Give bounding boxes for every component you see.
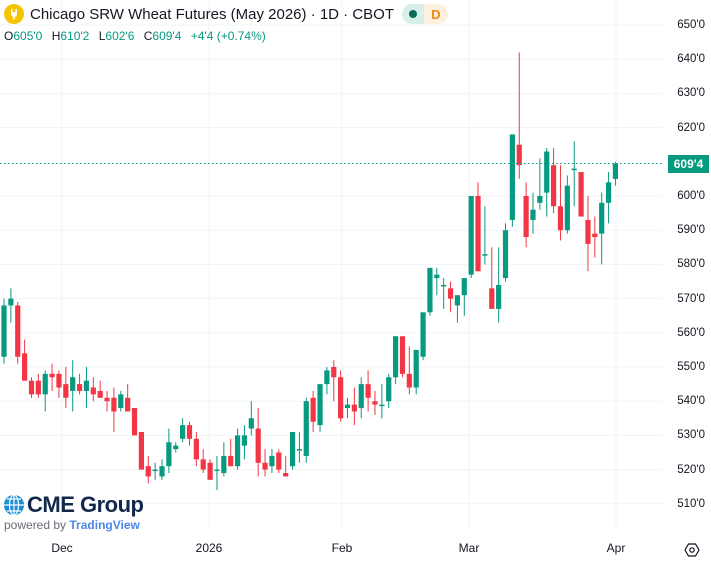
price-axis-label: 560'0 [677, 326, 705, 339]
close-label: C [143, 29, 153, 43]
ohlc-values: O605'0 H610'2 L602'6 C609'4 +4'4 (+0.74%… [4, 29, 272, 43]
price-axis-label: 540'0 [677, 395, 705, 408]
time-axis-label: Apr [606, 541, 626, 555]
time-axis-label: 2026 [195, 541, 223, 555]
symbol-title[interactable]: Chicago SRW Wheat Futures (May 2026) · 1… [30, 5, 394, 23]
delayed-data-badge: D [424, 4, 448, 24]
price-axis-label: 640'0 [677, 53, 705, 66]
settings-gear-icon[interactable] [684, 542, 700, 558]
low-label: L [98, 29, 106, 43]
time-axis-label: Mar [458, 541, 480, 555]
price-axis-label: 580'0 [677, 258, 705, 271]
chart-legend-header: Chicago SRW Wheat Futures (May 2026) · 1… [4, 4, 448, 24]
price-axis-label: 590'0 [677, 224, 705, 237]
market-open-dot-icon [402, 4, 424, 24]
price-axis-label: 530'0 [677, 429, 705, 442]
price-axis-label: 620'0 [677, 121, 705, 134]
wheat-symbol-icon [4, 4, 24, 24]
logo-text: CME Group [27, 492, 144, 517]
price-axis-label: 630'0 [677, 87, 705, 100]
price-axis-label: 550'0 [677, 361, 705, 373]
close-value: 609'4 [152, 29, 182, 43]
high-value: 610'2 [60, 29, 90, 43]
change-value: +4'4 (+0.74%) [190, 29, 266, 43]
status-badges[interactable]: D [402, 4, 448, 24]
tradingview-link[interactable]: TradingView [69, 518, 140, 532]
open-value: 605'0 [13, 29, 43, 43]
price-axis-label: 650'0 [677, 19, 705, 31]
cme-group-logo[interactable]: CME Group [4, 492, 144, 518]
time-axis-label: Feb [331, 541, 353, 555]
low-value: 602'6 [105, 29, 135, 43]
globe-icon [4, 495, 24, 515]
open-label: O [4, 29, 14, 43]
powered-by-label: powered by [4, 518, 67, 532]
price-axis-label: 520'0 [677, 463, 705, 476]
price-axis-label: 510'0 [677, 497, 705, 510]
high-label: H [51, 29, 61, 43]
price-axis-label: 600'0 [677, 190, 705, 202]
price-axis-label: 570'0 [677, 292, 705, 305]
powered-by-tradingview[interactable]: powered by TradingView [4, 518, 140, 532]
last-price-label: 609'4 [668, 154, 709, 173]
time-axis-label: Dec [51, 541, 73, 555]
